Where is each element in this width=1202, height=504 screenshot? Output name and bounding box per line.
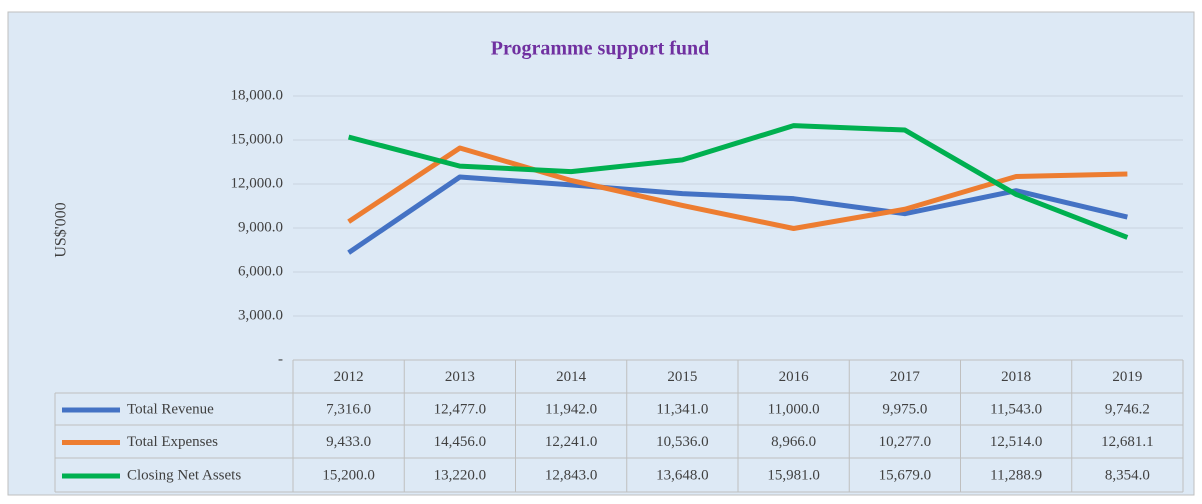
table-value: 10,277.0 (879, 434, 932, 450)
table-value: 7,316.0 (326, 401, 371, 417)
table-value: 12,241.0 (545, 434, 598, 450)
table-value: 14,456.0 (434, 434, 487, 450)
y-tick-label: 6,000.0 (238, 263, 283, 279)
table-value: 8,966.0 (771, 434, 816, 450)
x-tick-label: 2019 (1112, 369, 1142, 385)
x-tick-label: 2017 (890, 369, 921, 385)
table-value: 11,341.0 (656, 401, 708, 417)
legend-label: Total Revenue (127, 401, 214, 417)
x-tick-label: 2015 (667, 369, 697, 385)
y-tick-label: 9,000.0 (238, 219, 283, 235)
table-value: 12,681.1 (1101, 434, 1154, 450)
x-tick-label: 2014 (556, 369, 587, 385)
x-tick-label: 2018 (1001, 369, 1031, 385)
table-value: 9,746.2 (1105, 401, 1150, 417)
y-axis-label: US$'000 (53, 202, 70, 257)
table-value: 15,200.0 (322, 467, 375, 483)
table-value: 11,288.9 (990, 467, 1042, 483)
table-value: 11,942.0 (545, 401, 597, 417)
x-tick-label: 2012 (334, 369, 364, 385)
chart-background (7, 11, 1195, 496)
table-value: 9,975.0 (882, 401, 927, 417)
table-value: 9,433.0 (326, 434, 371, 450)
y-tick-label: - (278, 351, 283, 367)
table-value: 11,000.0 (768, 401, 820, 417)
table-value: 10,536.0 (656, 434, 709, 450)
line-series (347, 174, 1128, 255)
y-tick-label: 18,000.0 (231, 87, 284, 103)
x-tick-label: 2016 (779, 369, 810, 385)
chart-title: Programme support fund (491, 38, 710, 60)
table-value: 12,843.0 (545, 467, 598, 483)
line-series (347, 123, 1129, 240)
table-value: 12,514.0 (990, 434, 1043, 450)
y-tick-label: 15,000.0 (231, 131, 284, 147)
legend-label: Closing Net Assets (127, 467, 241, 483)
legend-label: Total Expenses (127, 434, 218, 450)
y-tick-label: 12,000.0 (231, 175, 284, 191)
table-value: 13,648.0 (656, 467, 709, 483)
table-value: 13,220.0 (434, 467, 487, 483)
table-value: 15,981.0 (767, 467, 820, 483)
table-value: 8,354.0 (1105, 467, 1150, 483)
table-value: 15,679.0 (879, 467, 932, 483)
table-value: 12,477.0 (434, 401, 487, 417)
x-tick-label: 2013 (445, 369, 475, 385)
table-value: 11,543.0 (990, 401, 1042, 417)
y-tick-label: 3,000.0 (238, 307, 283, 323)
